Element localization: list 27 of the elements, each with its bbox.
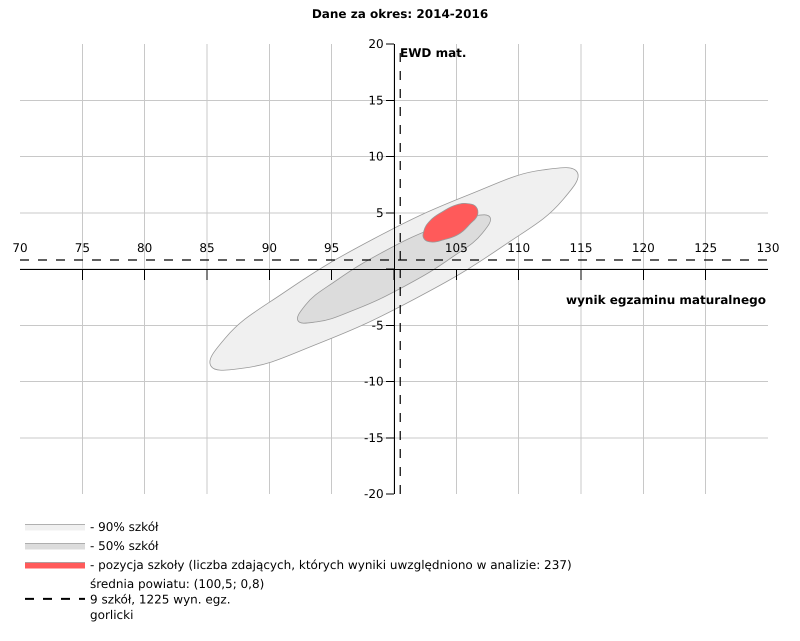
y-tick-label: 15 — [368, 93, 384, 108]
legend-label: średnia powiatu: (100,5; 0,8) 9 szkół, 1225 wyn. egz. gorlicki — [90, 576, 264, 622]
y-axis-title: EWD mat. — [400, 46, 466, 60]
x-tick-label: 80 — [137, 241, 152, 256]
legend-label: - pozycja szkoły (liczba zdających, których wyniki uwzględniono w analizie: 237) — [90, 558, 572, 572]
x-tick-label: 105 — [444, 241, 468, 256]
y-tick-label: -20 — [364, 487, 384, 502]
x-tick-label: 90 — [262, 241, 277, 256]
legend-label: - 90% szkół — [90, 520, 160, 534]
y-tick-label: 10 — [368, 150, 384, 164]
x-tick-label: 130 — [756, 241, 780, 256]
chart-title: Dane za okres: 2014-2016 — [312, 7, 488, 22]
x-tick-label: 120 — [632, 241, 655, 256]
y-tick-label: 20 — [368, 37, 384, 52]
x-tick-label: 115 — [570, 241, 592, 256]
x-tick-label: 125 — [694, 241, 718, 256]
legend-label: - 50% szkół — [90, 539, 160, 554]
y-tick-label: 5 — [376, 206, 384, 220]
x-tick-label: 75 — [74, 241, 90, 256]
y-tick-label: -15 — [364, 430, 384, 445]
x-tick-label: 85 — [199, 241, 215, 256]
x-tick-label: 95 — [324, 241, 340, 256]
x-tick-label: 110 — [507, 241, 530, 256]
x-tick-label: 70 — [12, 241, 28, 256]
y-tick-label: -10 — [364, 374, 384, 389]
y-tick-label: -5 — [372, 318, 384, 332]
x-axis-title: wynik egzaminu maturalnego — [566, 293, 766, 307]
